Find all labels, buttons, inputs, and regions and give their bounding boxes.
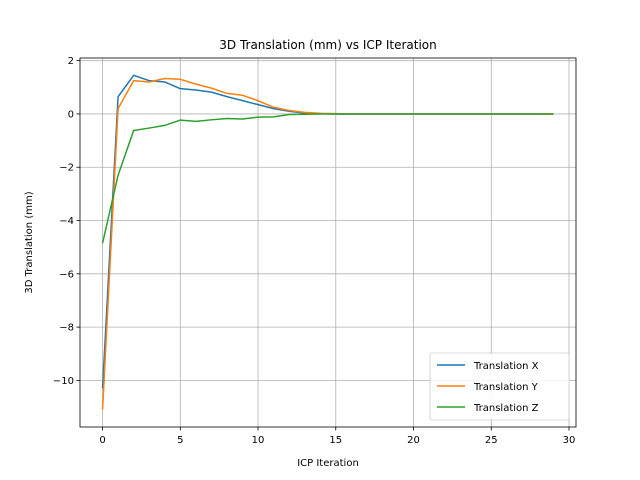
plot-frame [79,57,577,428]
x-tick-label: 10 [252,435,265,446]
series-layer [101,74,554,410]
ticks: 0 5 10 15 20 25 30 −10 −8 −6 −4 −2 0 2 [53,56,575,446]
y-tick-label: 2 [68,56,74,67]
grid [80,58,576,427]
x-tick-label: 30 [563,435,576,446]
y-tick-label: −8 [59,323,74,334]
legend-label-translation-y: Translation Y [473,382,539,393]
y-tick-label: −6 [59,269,74,280]
x-tick-label: 25 [485,435,498,446]
x-tick-label: 20 [407,435,420,446]
legend-label-translation-z: Translation Z [473,403,539,414]
legend-box [429,352,570,421]
legend-label-translation-x: Translation X [473,361,539,372]
y-tick-label: −10 [53,376,74,387]
y-tick-label: −2 [59,163,74,174]
legend: Translation X Translation Y Translation Z [429,352,570,421]
x-tick-label: 5 [177,435,183,446]
x-tick-label: 0 [99,435,105,446]
y-axis-label: 3D Translation (mm) [24,191,35,293]
y-tick-label: 0 [68,109,74,120]
y-tick-label: −4 [59,216,74,227]
chart-title: 3D Translation (mm) vs ICP Iteration [219,38,436,52]
x-tick-label: 15 [329,435,342,446]
series-line-translation-z [101,113,554,244]
x-axis-label: ICP Iteration [297,458,359,469]
